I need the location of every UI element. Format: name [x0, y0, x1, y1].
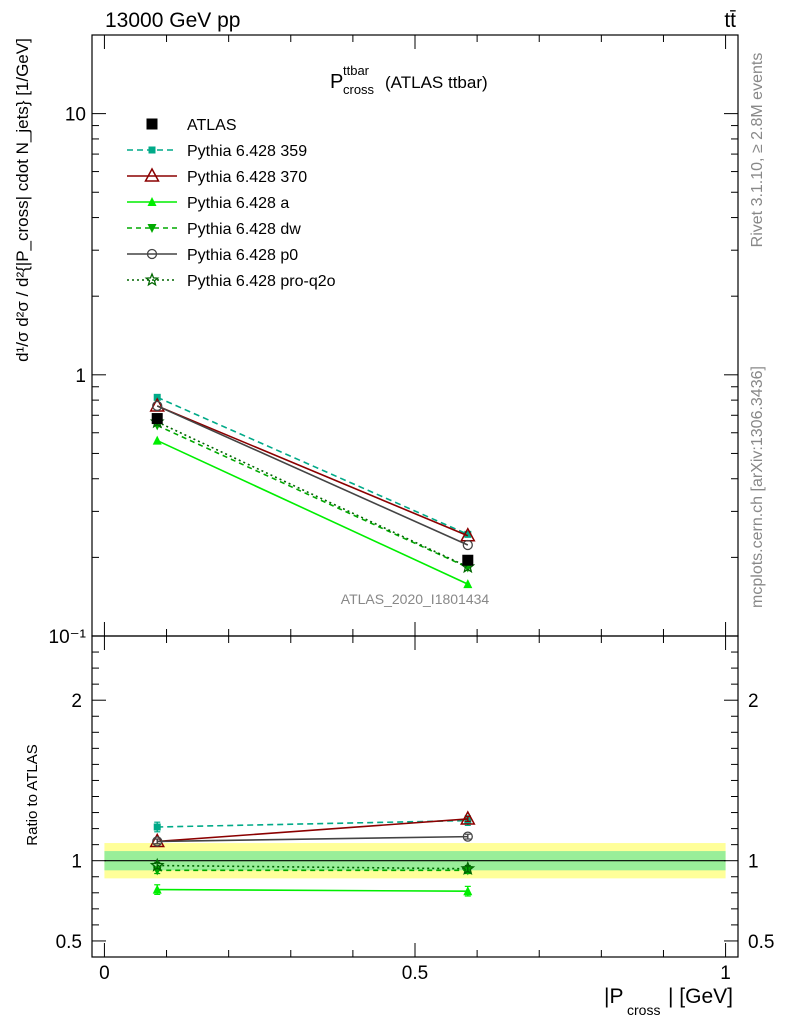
main-data-point — [151, 413, 163, 425]
legend-entry: Pythia 6.428 359 — [127, 143, 307, 160]
plot-title-main: P — [330, 71, 343, 93]
ratio-series-line — [157, 835, 468, 843]
analysis-watermark: ATLAS_2020_I1801434 — [341, 591, 490, 607]
legend-label: Pythia 6.428 p0 — [187, 247, 298, 264]
main-series — [149, 414, 476, 574]
x-axis-label-sub: cross — [627, 1002, 660, 1018]
main-data-point — [464, 530, 472, 538]
main-series — [149, 397, 476, 542]
ratio-data-point — [152, 836, 163, 847]
ratio-y-tick-label-right: 1 — [748, 852, 759, 873]
legend-entry: Pythia 6.428 a — [127, 195, 289, 212]
x-axis-label-main: |P — [604, 985, 623, 1008]
legend-label: Pythia 6.428 dw — [187, 221, 301, 238]
main-series-line — [156, 405, 469, 546]
legend-marker — [146, 248, 158, 260]
legend-label: Pythia 6.428 a — [187, 195, 289, 212]
main-data-point — [462, 539, 473, 551]
plot-title: P ttbar cross (ATLAS ttbar) — [330, 63, 488, 97]
mcplots-label: mcplots.cern.ch [arXiv:1306.3436] — [749, 366, 766, 608]
x-tick-label: 0 — [99, 963, 110, 984]
legend-marker — [147, 224, 157, 233]
legend-label: Pythia 6.428 359 — [187, 143, 307, 160]
ratio-series-line — [157, 818, 468, 843]
plot-title-sup: ttbar — [343, 63, 370, 78]
legend-marker — [148, 146, 156, 154]
main-data-point — [463, 579, 473, 589]
main-data-point — [152, 400, 163, 412]
x-tick-label: 1 — [720, 963, 731, 984]
main-series-line — [156, 439, 469, 585]
ratio-series — [153, 815, 472, 833]
legend-entry: Pythia 6.428 p0 — [127, 247, 298, 264]
legend-entry: Pythia 6.428 pro-q2o — [127, 272, 336, 290]
legend: ATLAS Pythia 6.428 359 Pythia 6.428 370 Pyt… — [127, 117, 336, 290]
ratio-series-line — [157, 888, 468, 892]
ratio-series-line — [157, 864, 468, 870]
main-y-tick-label: 1 — [75, 366, 86, 387]
ratio-series — [152, 884, 473, 897]
main-y-tick-label: 10⁻¹ — [49, 627, 87, 648]
main-series-line — [156, 396, 469, 536]
x-axis-label: |P cross | [GeV] — [604, 985, 733, 1018]
main-data-point — [152, 435, 162, 445]
ratio-y-tick-label: 0.5 — [56, 932, 82, 953]
ratio-plot-frame — [91, 635, 739, 958]
main-series — [152, 400, 473, 551]
main-series-line — [156, 405, 469, 537]
rivet-version-label: Rivet 3.1.10, ≥ 2.8M events — [749, 53, 766, 248]
legend-marker — [147, 197, 157, 206]
legend-label: Pythia 6.428 pro-q2o — [187, 273, 336, 290]
ratio-y-axis-label: Ratio to ATLAS — [24, 744, 41, 845]
energy-label: 13000 GeV pp — [105, 9, 240, 32]
main-y-tick-label: 10 — [65, 105, 86, 126]
main-series — [153, 393, 472, 538]
ratio-y-tick-label: 2 — [71, 691, 82, 712]
main-series — [151, 413, 474, 566]
main-series — [152, 421, 473, 573]
ratio-data-point — [152, 884, 162, 894]
ratio-data-point — [463, 886, 473, 896]
ratio-data-point — [149, 857, 165, 872]
main-series-line — [156, 424, 469, 569]
legend-entry: Pythia 6.428 370 — [127, 167, 307, 186]
legend-label: ATLAS — [187, 117, 237, 134]
legend-marker — [144, 272, 160, 287]
ratio-data-point — [460, 810, 476, 825]
legend-entry: Pythia 6.428 dw — [127, 221, 301, 238]
ratio-y-tick-label: 1 — [71, 852, 82, 873]
main-series-line — [156, 421, 469, 568]
ratio-panel: 0.5 0.5 1 1 2 2 0 0.5 1 — [56, 635, 774, 984]
ratio-series-line — [157, 819, 468, 828]
ratio-data-point — [460, 860, 476, 876]
ratio-data-point — [153, 823, 161, 831]
legend-label: Pythia 6.428 370 — [187, 169, 307, 186]
legend-marker — [144, 167, 160, 182]
main-data-point — [153, 393, 161, 401]
x-axis-label-suffix: | [GeV] — [668, 985, 733, 1008]
legend-marker — [146, 118, 158, 130]
main-y-axis-label: d¹/σ d²σ / d²{|P_cross| cdot N_jets} [1/… — [13, 38, 32, 362]
main-data-point — [462, 554, 474, 566]
x-tick-label: 0.5 — [402, 963, 428, 984]
process-label: tt̄ — [724, 9, 736, 32]
plot-title-suffix: (ATLAS ttbar) — [385, 73, 488, 92]
ratio-series — [152, 831, 473, 847]
ratio-series — [149, 857, 476, 876]
main-series — [152, 435, 473, 589]
plot-title-sub: cross — [343, 82, 375, 97]
ratio-y-tick-label-right: 2 — [748, 691, 759, 712]
ratio-data-point — [462, 831, 473, 842]
legend-entry: ATLAS — [146, 117, 237, 134]
ratio-y-tick-label-right: 0.5 — [748, 932, 774, 953]
